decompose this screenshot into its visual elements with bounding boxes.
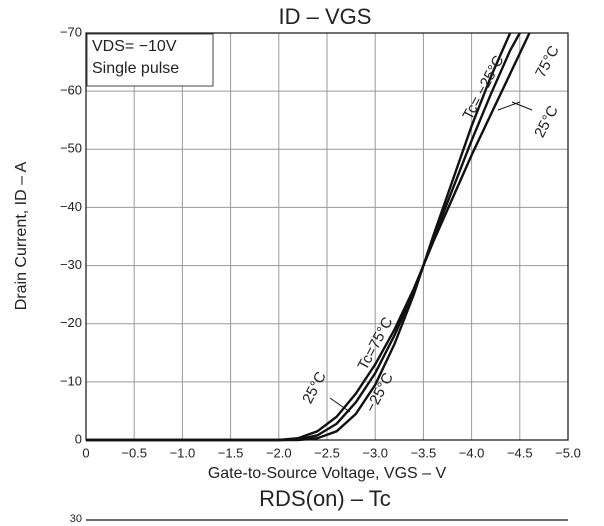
plot-frame [85,32,569,441]
second-chart-title: RDS(on) – Tc [259,486,391,511]
y-tick-label: −40 [60,199,82,214]
curve-annotation: 75°C [532,43,563,81]
leader-line [497,101,521,111]
chart-title: ID – VGS [279,4,372,29]
x-tick-label: −4.5 [507,445,533,460]
y-tick-label: −20 [60,315,82,330]
x-tick-label: −3.5 [411,445,437,460]
curve [86,32,512,442]
x-tick-label: −2.0 [266,445,292,460]
x-tick-label: −4.0 [459,445,485,460]
y-tick-label: −10 [60,373,82,388]
x-tick-label: −5.0 [555,445,581,460]
y-tick-label: −60 [60,83,82,98]
x-tick-label: 0 [82,445,89,460]
x-tick-label: −2.5 [314,445,340,460]
x-tick-label: −3.0 [362,445,388,460]
curve-annotation: 25°C [531,103,562,141]
note: Single pulse [92,60,179,77]
x-tick-label: −1.0 [170,445,196,460]
leader-line [329,397,351,413]
y-tick-label: 30 [70,513,82,525]
curve [86,32,521,442]
y-axis-label: Drain Current, ID – A [13,161,30,310]
y-tick-label: 0 [75,431,82,446]
curve [86,32,531,442]
curve-annotation: 25°C [299,369,330,407]
x-tick-label: −1.5 [218,445,244,460]
x-tick-label: −0.5 [121,445,147,460]
leader-line [511,101,533,111]
y-tick-label: −30 [60,257,82,272]
x-axis-label: Gate-to-Source Voltage, VGS – V [208,465,447,482]
note-box [86,33,214,87]
note: VDS= −10V [92,38,177,55]
y-tick-label: −50 [60,141,82,156]
y-tick-label: −70 [60,24,82,39]
